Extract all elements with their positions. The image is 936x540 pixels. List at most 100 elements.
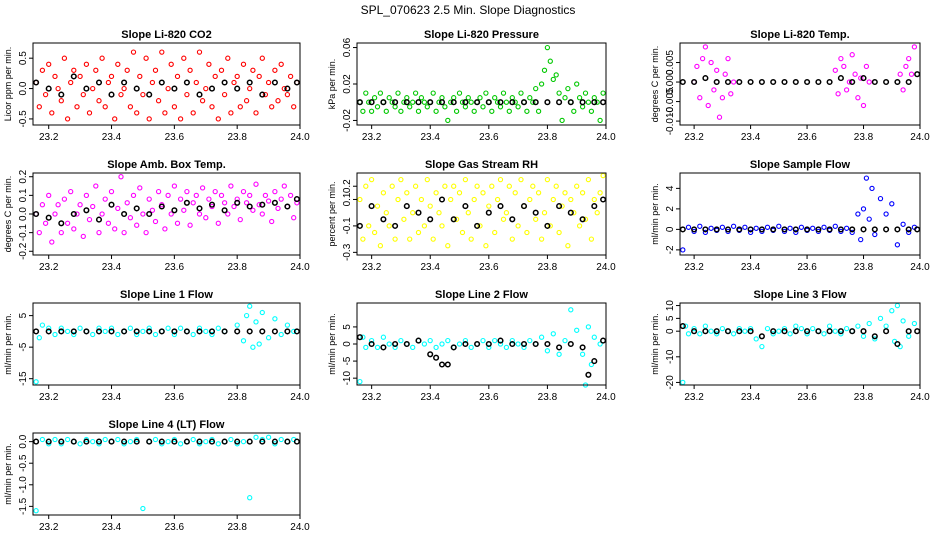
data-point: [591, 334, 597, 340]
data-point: [471, 108, 477, 114]
data-point: [240, 188, 247, 195]
data-point: [730, 331, 737, 337]
data-point: [410, 344, 416, 351]
data-point: [736, 78, 743, 86]
data-point: [538, 334, 545, 340]
data-point: [747, 229, 754, 236]
data-point: [68, 188, 74, 195]
data-point: [770, 331, 776, 337]
data-point: [719, 95, 726, 101]
data-point: [841, 63, 847, 70]
data-point: [747, 325, 754, 332]
data-point: [374, 203, 381, 209]
data-point: [253, 434, 259, 440]
data-point: [908, 71, 915, 77]
panels: Slope Li-820 CO2 23.2 23.4 23.6 23.8 24.0 -0.5…: [3, 29, 930, 533]
data-point: [121, 79, 128, 86]
data-point: [736, 226, 743, 233]
data-point: [124, 200, 130, 206]
data-point: [291, 328, 297, 335]
data-point: [95, 216, 103, 223]
data-point: [95, 79, 103, 86]
data-point: [533, 85, 539, 92]
data-point: [421, 223, 428, 229]
data-point: [753, 225, 759, 231]
data-point: [58, 438, 65, 445]
data-point: [64, 116, 71, 122]
data-point: [215, 441, 221, 447]
data-point: [792, 226, 799, 233]
chart-title: Slope Li-820 CO2: [121, 29, 211, 41]
data-point: [705, 102, 711, 109]
data-point: [99, 211, 105, 217]
data-point: [600, 196, 607, 203]
x-tick-label: 23.6: [165, 262, 185, 273]
data-point: [588, 108, 595, 114]
data-point: [231, 203, 237, 210]
x-tick-label: 23.2: [39, 132, 59, 143]
data-point: [247, 85, 253, 92]
data-point: [149, 79, 156, 86]
data-point: [196, 328, 203, 335]
data-point: [838, 55, 844, 62]
data-point: [509, 99, 516, 106]
data-point: [206, 61, 212, 67]
data-point: [259, 309, 265, 316]
data-point: [697, 95, 703, 101]
data-point: [407, 104, 413, 110]
data-point: [392, 104, 398, 110]
data-point: [256, 202, 262, 208]
data-point: [512, 99, 518, 105]
y-tick-label: 0.1: [342, 192, 353, 206]
data-point: [576, 223, 583, 229]
x-tick-label: 23.8: [854, 392, 874, 403]
data-point: [412, 90, 419, 96]
data-point: [247, 192, 253, 199]
data-point: [468, 99, 474, 105]
data-point: [386, 223, 392, 229]
data-point: [49, 239, 55, 245]
data-point: [697, 331, 703, 337]
chart-title: Slope Line 1 Flow: [120, 289, 213, 301]
data-point: [108, 73, 115, 80]
data-point: [832, 67, 838, 73]
data-point: [576, 95, 583, 101]
data-point: [810, 225, 816, 231]
data-point: [781, 325, 788, 332]
data-point: [80, 233, 86, 240]
data-point: [497, 337, 504, 344]
data-point: [838, 331, 844, 337]
data-point: [594, 210, 600, 216]
data-point: [250, 67, 256, 73]
data-point: [520, 99, 528, 106]
data-point: [171, 438, 178, 445]
data-point: [503, 344, 510, 351]
data-point: [793, 229, 799, 236]
data-point: [430, 90, 436, 96]
x-tick-label: 23.6: [479, 262, 499, 273]
data-point: [46, 325, 52, 331]
data-point: [108, 188, 115, 195]
data-point: [591, 203, 598, 210]
data-point: [259, 438, 266, 445]
data-point: [544, 348, 551, 354]
data-point: [679, 78, 686, 86]
data-point: [849, 226, 856, 233]
data-point: [284, 85, 291, 92]
data-point: [159, 49, 165, 55]
data-point: [871, 78, 878, 86]
data-point: [897, 71, 903, 77]
data-point: [556, 351, 562, 357]
data-point: [275, 98, 281, 104]
y-tick-label: 5: [18, 312, 29, 318]
data-point: [477, 223, 483, 229]
data-point: [530, 183, 536, 189]
data-point: [562, 337, 568, 344]
data-point: [889, 201, 895, 207]
data-point: [553, 72, 559, 78]
y-tick-label: -0.2: [18, 242, 29, 260]
y-tick-label: 0.0: [18, 434, 29, 448]
data-point: [143, 229, 149, 236]
data-point: [562, 95, 568, 101]
data-point: [532, 99, 539, 106]
